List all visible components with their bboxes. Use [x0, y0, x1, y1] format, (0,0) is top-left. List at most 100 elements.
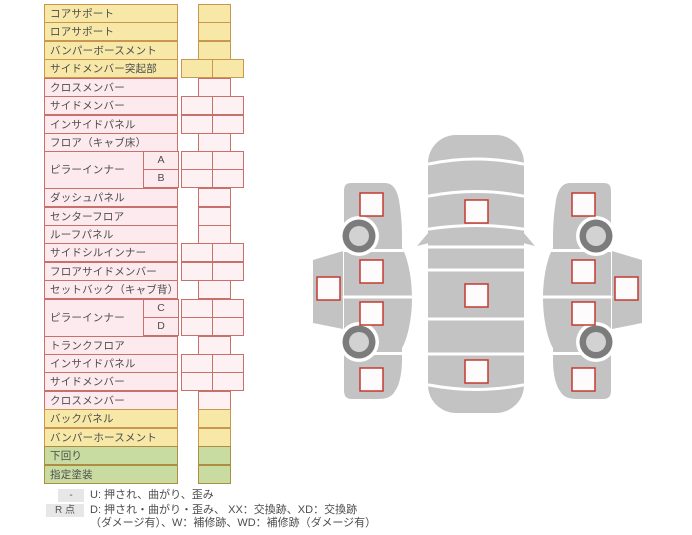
damage-cell[interactable]: [198, 391, 231, 410]
part-label: サイドメンバー突起部: [44, 59, 178, 78]
rear-wheel: [339, 322, 379, 362]
diagram-checkbox[interactable]: [571, 192, 596, 217]
damage-cell[interactable]: [198, 207, 231, 226]
diagram-checkbox[interactable]: [571, 367, 596, 392]
damage-cell[interactable]: [198, 280, 231, 299]
top-view-body: [428, 135, 524, 413]
legend-text-line1: D: 押され・曲がり・歪み、 XX：交換跡、XD：交換跡: [90, 503, 358, 516]
legend-text: D: 押され・曲がり・歪み、 XX：交換跡、XD：交換跡 （ダメージ有）、W：補…: [90, 504, 376, 531]
diagram-checkbox[interactable]: [359, 259, 384, 284]
diagram-checkbox[interactable]: [359, 192, 384, 217]
table-row: ピラーインナー A B: [44, 151, 250, 189]
table-row: トランクフロア: [44, 336, 250, 355]
damage-cell[interactable]: [212, 317, 244, 336]
car-right-side-view: [541, 183, 642, 399]
legend-text: U: 押され、曲がり、歪み: [90, 489, 214, 501]
table-row: バンパーボースメント: [44, 41, 250, 60]
table-row: サイドメンバー: [44, 96, 250, 115]
part-sublabel: A: [143, 151, 179, 170]
parts-table: コアサポート ロアサポート バンパーボースメント サイドメンバー突起部 クロスメンバーサ…: [44, 4, 250, 486]
damage-cell[interactable]: [198, 446, 231, 465]
part-label: インサイドパネル: [44, 115, 178, 134]
front-wheel: [339, 216, 379, 256]
diagram-checkbox[interactable]: [614, 276, 639, 301]
part-label: センターフロア: [44, 207, 178, 226]
legend-text-line2: （ダメージ有）、W：補修跡、WD：補修跡（ダメージ有）: [90, 517, 377, 529]
damage-cell[interactable]: [198, 225, 231, 244]
damage-cell[interactable]: [198, 41, 231, 60]
diagram-checkbox[interactable]: [359, 301, 384, 326]
part-sublabel: B: [143, 169, 179, 188]
part-label: クロスメンバー: [44, 78, 178, 97]
diagram-checkbox[interactable]: [571, 259, 596, 284]
damage-cell[interactable]: [212, 59, 244, 78]
part-label: サイドシルインナー: [44, 243, 178, 262]
part-label: ピラーインナー: [44, 151, 144, 189]
damage-cell[interactable]: [198, 336, 231, 355]
table-row: ルーフパネル: [44, 225, 250, 244]
diagram-checkbox[interactable]: [464, 199, 489, 224]
part-label: インサイドパネル: [44, 354, 178, 373]
diagram-checkbox[interactable]: [464, 359, 489, 384]
part-label: バンパーホースメント: [44, 428, 178, 447]
damage-cell[interactable]: [181, 151, 213, 170]
damage-cell[interactable]: [212, 169, 244, 188]
front-wheel: [576, 216, 616, 256]
damage-cell[interactable]: [181, 96, 213, 115]
table-row: インサイドパネル: [44, 115, 250, 134]
damage-cell[interactable]: [198, 4, 231, 23]
damage-cell[interactable]: [198, 465, 231, 484]
table-row: 指定塗装: [44, 465, 250, 484]
damage-cell[interactable]: [198, 409, 231, 428]
damage-cell[interactable]: [212, 299, 244, 318]
table-row: ロアサポート: [44, 22, 250, 41]
part-sublabel: C: [143, 299, 179, 318]
diagram-checkbox[interactable]: [359, 367, 384, 392]
table-row: インサイドパネル: [44, 354, 250, 373]
table-row: ピラーインナー C D: [44, 299, 250, 337]
damage-cell[interactable]: [181, 115, 213, 134]
damage-cell[interactable]: [181, 243, 213, 262]
diagram-checkbox[interactable]: [464, 283, 489, 308]
damage-cell[interactable]: [212, 96, 244, 115]
legend-key-rpoint: R 点: [46, 503, 84, 517]
damage-cell[interactable]: [212, 151, 244, 170]
damage-cell[interactable]: [198, 133, 231, 152]
damage-cell[interactable]: [181, 317, 213, 336]
part-label: 下回り: [44, 446, 178, 465]
part-label: サイドメンバー: [44, 372, 178, 391]
damage-cell[interactable]: [198, 188, 231, 207]
damage-cell[interactable]: [181, 299, 213, 318]
part-label: バックパネル: [44, 409, 178, 428]
legend: - U: 押され、曲がり、歪み R 点 D: 押され・曲がり・歪み、 XX：交換…: [46, 489, 376, 532]
damage-cell[interactable]: [181, 354, 213, 373]
table-row: サイドシルインナー: [44, 243, 250, 262]
damage-cell[interactable]: [181, 169, 213, 188]
diagram-checkbox[interactable]: [571, 301, 596, 326]
damage-cell[interactable]: [212, 372, 244, 391]
damage-cell[interactable]: [212, 115, 244, 134]
part-label: サイドメンバー: [44, 96, 178, 115]
part-label: ダッシュパネル: [44, 188, 178, 207]
damage-cell[interactable]: [198, 22, 231, 41]
part-label: フロアサイドメンバー: [44, 262, 178, 281]
damage-cell[interactable]: [181, 372, 213, 391]
rear-wheel: [576, 322, 616, 362]
damage-cell[interactable]: [198, 78, 231, 97]
damage-cell[interactable]: [181, 59, 213, 78]
table-row: ダッシュパネル: [44, 188, 250, 207]
table-row: 下回り: [44, 446, 250, 465]
damage-cell[interactable]: [212, 354, 244, 373]
damage-cell[interactable]: [181, 262, 213, 281]
damage-cell[interactable]: [198, 428, 231, 447]
table-row: サイドメンバー: [44, 372, 250, 391]
left-mirror: [417, 232, 429, 246]
part-label: ロアサポート: [44, 22, 178, 41]
part-label: セットバック（キャブ背）: [44, 280, 178, 299]
diagram-checkbox[interactable]: [316, 276, 341, 301]
damage-cell[interactable]: [212, 243, 244, 262]
car-diagram: [313, 135, 642, 413]
car-left-side-view: [313, 183, 414, 399]
damage-cell[interactable]: [212, 262, 244, 281]
